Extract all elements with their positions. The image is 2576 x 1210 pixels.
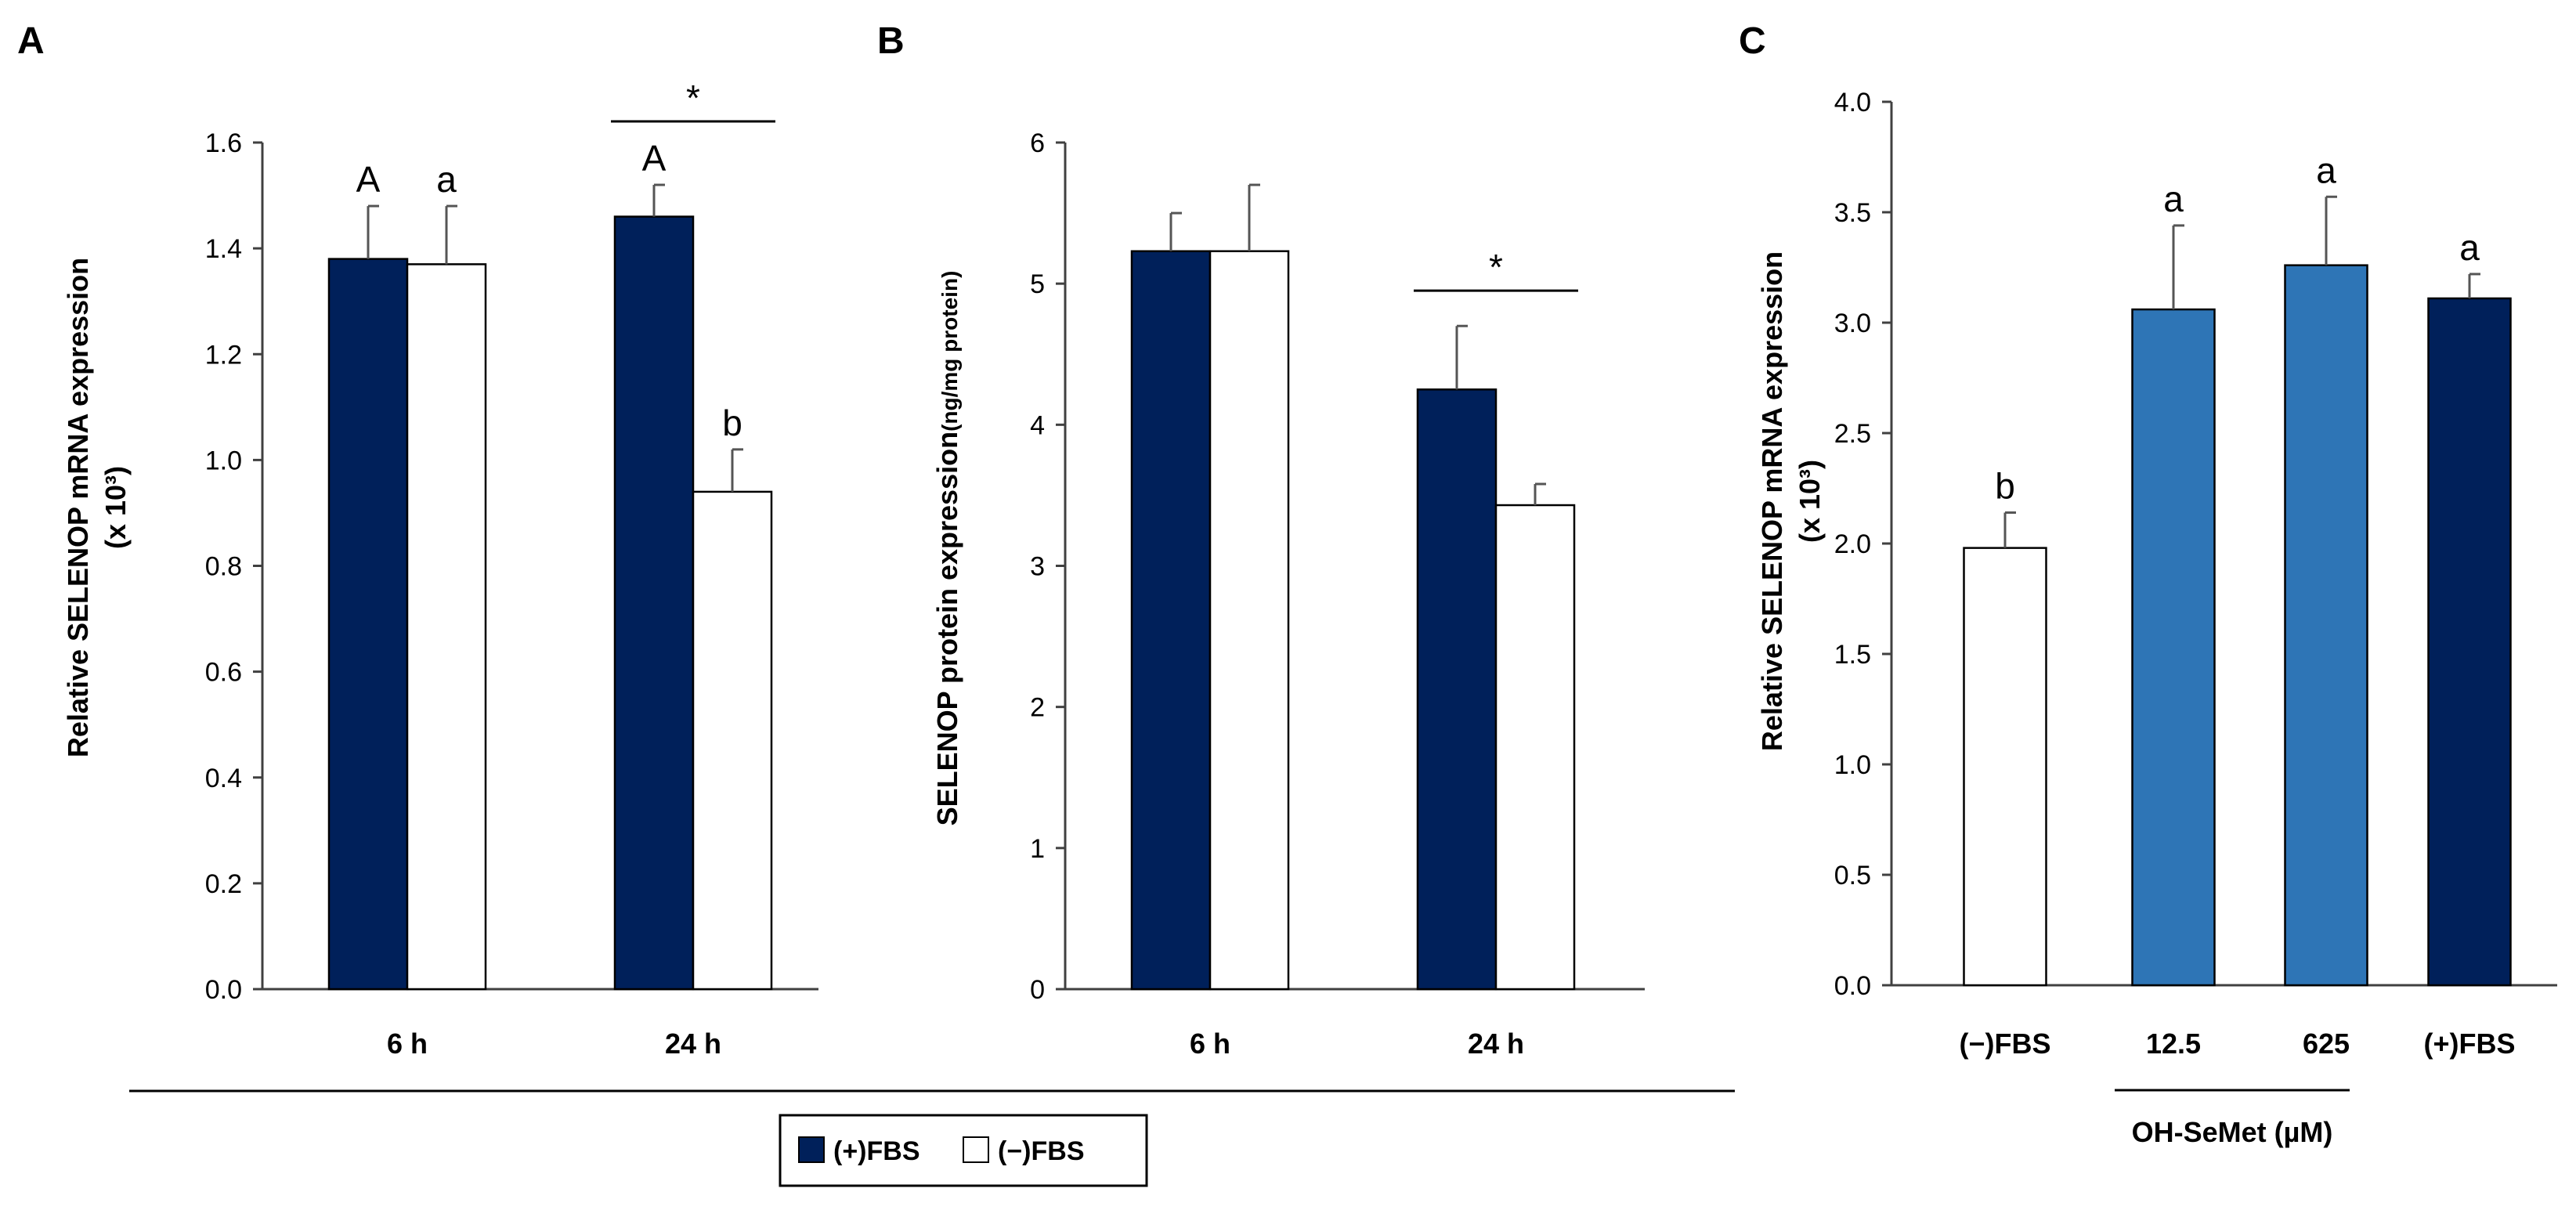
legend-swatch-minus-fbs (963, 1136, 989, 1163)
panel-b-y-tick-label: 5 (1030, 269, 1045, 299)
panel-a-y-tick-label: 0.6 (205, 658, 242, 688)
panel-a-bar-minus-fbs-0-sig-letter: a (436, 159, 457, 200)
panel-c-bar-2-sig-letter: a (2316, 150, 2336, 190)
panel-letter-b: B (877, 20, 905, 62)
panel-c-bar-0-sig-letter: b (1995, 466, 2015, 507)
panel-letter-a: A (17, 20, 45, 62)
panel-b-bar-minus-fbs-0 (1209, 250, 1290, 991)
panel-c-y-tick-label: 2.0 (1834, 529, 1871, 559)
oh-semet-group-label: OH-SeMet (µM) (2132, 1116, 2333, 1148)
panel-c-ylabel-line2: (x 10³) (1794, 460, 1826, 543)
panel-c-bar-3 (2427, 297, 2512, 987)
panel-b-y-tick-label: 0 (1030, 975, 1045, 1005)
legend-swatch-plus-fbs (798, 1136, 825, 1163)
panel-a-bar-plus-fbs-1 (613, 215, 695, 991)
panel-b-ylabel-main: SELENOP protein expression (931, 432, 963, 825)
panel-b-bar-minus-fbs-1 (1494, 504, 1576, 991)
panel-a-category-label: 6 h (387, 1028, 428, 1060)
panel-c-bar-1 (2131, 308, 2216, 987)
legend: (+)FBS (−)FBS (779, 1114, 1148, 1187)
panel-c-y-tick-label: 4.0 (1834, 88, 1871, 117)
panel-b-chart: SELENOP protein expression(ng/mg protein… (931, 128, 1645, 1060)
panel-c-bar-3-sig-letter: a (2459, 227, 2480, 268)
panel-c-y-tick-label: 3.5 (1834, 198, 1871, 228)
panel-b-significance-star: * (1489, 247, 1503, 287)
legend-label-plus-fbs: (+)FBS (833, 1136, 920, 1166)
panel-a-bar-plus-fbs-1-sig-letter: A (642, 138, 667, 179)
panel-a-bar-minus-fbs-0 (406, 263, 487, 991)
panel-b-ylabel-unit: (ng/mg protein) (938, 271, 962, 432)
panel-b-bar-plus-fbs-1 (1416, 388, 1498, 991)
panel-c-bar-1-sig-letter: a (2163, 179, 2184, 219)
panel-a-bar-plus-fbs-0-sig-letter: A (356, 159, 381, 200)
panel-c-y-tick-label: 1.5 (1834, 640, 1871, 670)
panel-a-ylabel-line2: (x 10³) (99, 466, 132, 549)
panel-c-category-label: (+)FBS (2424, 1028, 2516, 1060)
panel-b-y-tick-label: 4 (1030, 410, 1045, 440)
panel-a-y-tick-label: 0.4 (205, 764, 242, 793)
panel-c-category-label: (−)FBS (1960, 1028, 2051, 1060)
panel-a-y-tick-label: 1.4 (205, 234, 242, 264)
panel-a-y-tick-label: 1.2 (205, 340, 242, 370)
panel-b-category-label: 6 h (1190, 1028, 1230, 1060)
panel-a-chart: Relative SELENOP mRNA expression (x 10³)… (62, 78, 818, 1060)
panel-c-category-label: 12.5 (2146, 1028, 2201, 1060)
panel-a-y-tick-label: 0.0 (205, 975, 242, 1005)
panel-c-chart: Relative SELENOP mRNA expression (x 10³)… (1756, 88, 2557, 1148)
panel-a-y-tick-label: 1.6 (205, 128, 242, 158)
panel-b-y-tick-label: 3 (1030, 552, 1045, 582)
panel-c-y-tick-label: 3.0 (1834, 309, 1871, 338)
panel-a-category-label: 24 h (665, 1028, 721, 1060)
panel-a-significance-star: * (686, 78, 700, 118)
panel-a-bar-minus-fbs-1 (692, 490, 773, 991)
panel-b-bar-plus-fbs-0 (1130, 250, 1212, 991)
panel-b-y-tick-label: 1 (1030, 834, 1045, 864)
panel-c-y-tick-label: 1.0 (1834, 750, 1871, 780)
panel-c-bar-2 (2284, 264, 2368, 987)
panel-c-y-tick-label: 0.0 (1834, 971, 1871, 1001)
panel-a-y-tick-label: 0.8 (205, 552, 242, 582)
legend-label-minus-fbs: (−)FBS (998, 1136, 1085, 1166)
panel-a-y-tick-label: 0.2 (205, 869, 242, 899)
panel-b-category-label: 24 h (1468, 1028, 1524, 1060)
panel-a-y-tick-label: 1.0 (205, 446, 242, 475)
panel-c-ylabel-line1: Relative SELENOP mRNA expression (1756, 251, 1788, 751)
panel-c-y-tick-label: 0.5 (1834, 861, 1871, 890)
panel-letter-c: C (1739, 20, 1766, 62)
panel-b-y-tick-label: 6 (1030, 128, 1045, 158)
panel-a-bar-plus-fbs-0 (327, 258, 409, 991)
panel-c-category-label: 625 (2303, 1028, 2350, 1060)
panel-c-bar-0 (1963, 547, 2047, 987)
panel-a-ylabel-line1: Relative SELENOP mRNA expression (62, 258, 94, 757)
panel-c-y-tick-label: 2.5 (1834, 419, 1871, 449)
panel-a-bar-minus-fbs-1-sig-letter: b (722, 403, 742, 443)
panel-b-ylabel: SELENOP protein expression(ng/mg protein… (931, 271, 963, 826)
panel-b-y-tick-label: 2 (1030, 693, 1045, 723)
